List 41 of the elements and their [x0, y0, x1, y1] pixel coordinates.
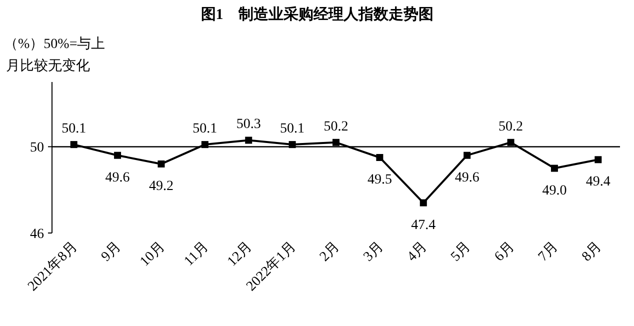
data-label: 49.6 — [454, 170, 480, 186]
point — [376, 154, 384, 161]
data-label: 47.4 — [411, 218, 436, 233]
data-label: 49.4 — [586, 174, 610, 190]
chart-title: 图1 制造业采购经理人指数走势图 — [200, 6, 434, 23]
point — [594, 156, 602, 164]
x-tick-label: 8月 — [580, 239, 605, 265]
point — [158, 160, 165, 168]
y-axis-title: （%）50%=与上月比较无变化 — [4, 36, 106, 74]
data-label: 50.2 — [324, 119, 348, 134]
x-tick-label: 6月 — [492, 239, 518, 265]
data-label: 50.1 — [280, 122, 305, 137]
point — [288, 141, 296, 148]
point — [201, 141, 208, 148]
x-tick-label: 11月 — [182, 239, 212, 270]
point — [464, 152, 471, 159]
data-label: 50.3 — [236, 117, 261, 132]
data-label: 49.5 — [367, 172, 392, 188]
y-tick-label: 50 — [30, 140, 44, 156]
point — [507, 138, 514, 146]
point — [420, 199, 427, 206]
data-label: 49.0 — [542, 183, 567, 198]
point — [114, 152, 122, 159]
x-tick-label: 9月 — [98, 239, 124, 265]
x-tick-label: 3月 — [361, 239, 387, 265]
data-label: 49.6 — [105, 170, 130, 186]
point — [245, 136, 252, 144]
x-tick-label: 10月 — [138, 239, 168, 270]
x-tick-label: 4月 — [404, 239, 430, 265]
x-tick-label: 5月 — [448, 239, 474, 265]
point — [332, 138, 340, 146]
data-label: 50.2 — [498, 119, 524, 134]
point — [70, 141, 78, 148]
x-tick-label: 12月 — [225, 239, 256, 270]
x-tick-label: 7月 — [536, 239, 562, 265]
data-label: 49.2 — [148, 178, 174, 194]
data-label: 50.1 — [192, 122, 218, 137]
point — [550, 164, 558, 172]
y-tick-label: 46 — [30, 227, 44, 242]
x-tick-label: 2月 — [317, 239, 343, 265]
data-label: 50.1 — [62, 122, 86, 137]
